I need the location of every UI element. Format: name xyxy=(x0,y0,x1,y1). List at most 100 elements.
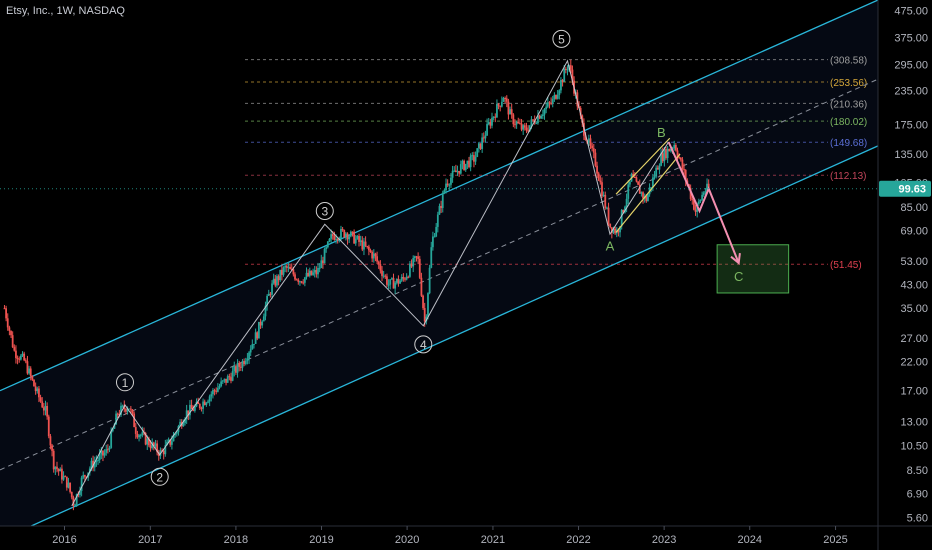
candle-body-368 xyxy=(607,207,610,224)
candle-body-54 xyxy=(92,460,94,468)
candle-body-383 xyxy=(632,173,635,177)
candle-body-233 xyxy=(386,276,388,285)
channel-fill xyxy=(0,0,878,540)
y-tick-label-1: 375.00 xyxy=(894,32,928,44)
fib-level-label-5: (112.13) xyxy=(830,171,867,182)
candle-body-23 xyxy=(41,401,44,408)
candle-body-404 xyxy=(666,148,669,159)
candle-body-166 xyxy=(276,276,278,286)
candle-body-203 xyxy=(336,238,339,241)
candle-body-426 xyxy=(702,192,705,195)
candle-body-342 xyxy=(564,68,567,70)
candle-body-12 xyxy=(23,353,26,361)
y-tick-label-18: 6.90 xyxy=(907,489,928,501)
projection-path xyxy=(667,141,740,264)
candle-body-140 xyxy=(233,366,236,372)
candle-body-183 xyxy=(303,277,306,283)
candle-body-210 xyxy=(348,236,351,240)
candle-body-176 xyxy=(292,269,295,275)
candle-body-207 xyxy=(343,230,346,238)
candle-body-127 xyxy=(212,390,214,395)
candle-body-60 xyxy=(102,450,104,456)
candle-body-199 xyxy=(330,234,333,239)
candle-body-374 xyxy=(617,230,620,233)
candle-body-219 xyxy=(363,241,365,250)
candle-body-263 xyxy=(435,226,438,237)
candle-body-97 xyxy=(162,450,165,455)
candle-body-104 xyxy=(174,433,177,436)
candle-body-69 xyxy=(116,413,119,415)
candle-body-415 xyxy=(684,170,687,181)
candle-body-411 xyxy=(678,156,681,158)
candle-body-128 xyxy=(213,390,216,392)
candle-body-47 xyxy=(80,477,83,492)
candle-body-205 xyxy=(340,228,342,239)
candle-body-168 xyxy=(279,269,282,281)
candle-body-429 xyxy=(707,183,710,188)
candle-body-125 xyxy=(208,396,211,402)
y-tick-label-17: 8.50 xyxy=(907,465,928,477)
candle-body-137 xyxy=(228,376,231,378)
candle-body-272 xyxy=(450,177,452,185)
candle-body-142 xyxy=(236,363,239,373)
candle-body-8 xyxy=(16,358,19,360)
candle-body-173 xyxy=(287,266,290,268)
candle-body-420 xyxy=(693,200,695,210)
candle-body-333 xyxy=(550,102,552,104)
y-tick-label-11: 35.00 xyxy=(900,303,928,315)
candle-body-385 xyxy=(635,177,638,182)
candle-body-1 xyxy=(5,308,7,319)
fib-level-label-4: (149.68) xyxy=(830,138,867,149)
y-tick-label-12: 27.00 xyxy=(900,333,928,345)
candle-body-221 xyxy=(366,246,369,248)
channel-lower-line xyxy=(0,145,879,541)
candle-body-186 xyxy=(308,270,311,277)
candle-body-82 xyxy=(138,435,140,438)
wave-label-7: C xyxy=(734,269,743,284)
candle-body-392 xyxy=(647,194,649,202)
candle-body-160 xyxy=(266,295,269,306)
candle-body-19 xyxy=(34,386,37,392)
candle-body-216 xyxy=(358,236,360,242)
candle-body-308 xyxy=(509,109,511,115)
candle-body-179 xyxy=(297,279,300,282)
candle-body-320 xyxy=(528,125,531,132)
candle-body-172 xyxy=(285,265,288,268)
y-tick-label-5: 135.00 xyxy=(894,149,928,161)
candle-body-134 xyxy=(223,378,226,381)
candle-body-198 xyxy=(328,238,331,242)
candle-body-372 xyxy=(614,228,617,234)
candle-body-253 xyxy=(418,258,421,278)
candle-body-248 xyxy=(410,263,413,267)
candle-body-25 xyxy=(44,406,47,411)
y-tick-label-9: 53.00 xyxy=(900,256,928,268)
candle-body-425 xyxy=(701,194,704,201)
candle-body-310 xyxy=(512,114,515,125)
candle-body-265 xyxy=(438,206,441,215)
candle-body-165 xyxy=(274,278,277,286)
candle-body-299 xyxy=(494,116,497,118)
wave-label-6: B xyxy=(657,125,666,140)
candle-body-169 xyxy=(280,269,283,275)
candle-body-379 xyxy=(625,198,628,207)
candle-body-46 xyxy=(79,491,81,495)
candle-body-262 xyxy=(433,236,436,238)
wedge-upper-line xyxy=(615,137,671,195)
candle-body-266 xyxy=(440,206,443,208)
candle-body-286 xyxy=(473,155,475,162)
candle-body-324 xyxy=(535,123,538,125)
candle-body-316 xyxy=(522,125,525,130)
candle-body-250 xyxy=(413,256,416,259)
candle-body-357 xyxy=(589,138,592,146)
wave-label-5: A xyxy=(606,239,615,254)
candle-body-126 xyxy=(210,394,213,397)
candle-body-143 xyxy=(238,363,241,367)
candle-body-78 xyxy=(131,409,134,414)
candle-body-40 xyxy=(69,482,72,492)
candle-body-181 xyxy=(300,281,303,283)
candle-body-14 xyxy=(26,361,29,374)
candle-body-366 xyxy=(604,194,607,208)
candle-body-146 xyxy=(243,361,246,365)
candle-body-413 xyxy=(681,159,684,170)
